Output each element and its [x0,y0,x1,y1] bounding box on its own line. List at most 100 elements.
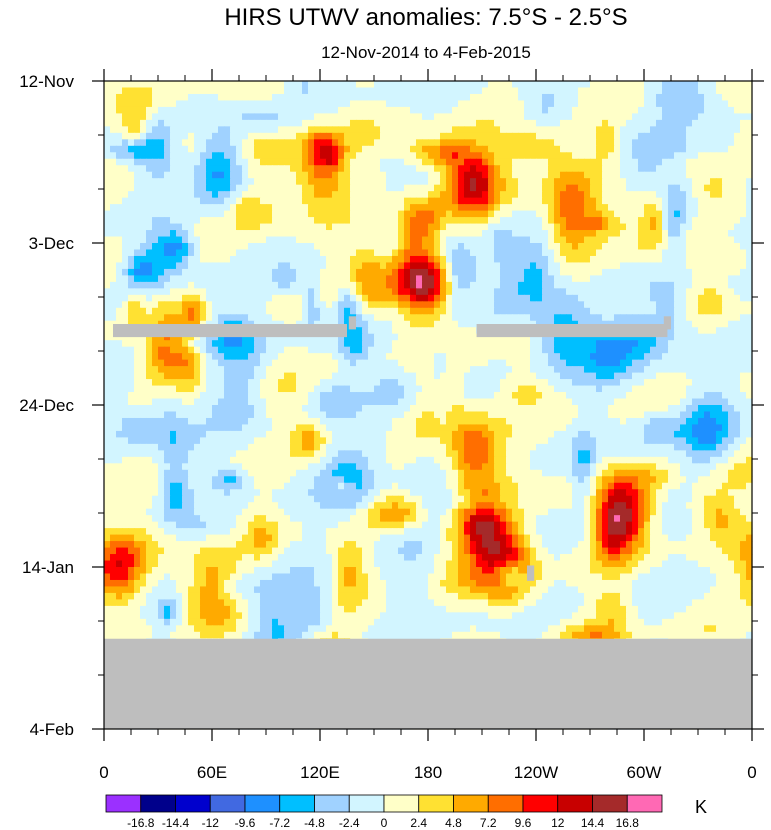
heatmap-cell [584,281,591,289]
heatmap-cell [530,288,537,296]
heatmap-cell [482,191,489,199]
heatmap-cell [446,262,453,270]
heatmap-cell [698,275,705,283]
heatmap-cell [422,294,429,302]
heatmap-cell [608,353,615,361]
heatmap-cell [296,288,303,296]
heatmap-cell [332,217,339,225]
heatmap-cell [158,353,165,361]
heatmap-cell [140,281,147,289]
heatmap-cell [326,346,333,354]
heatmap-cell [722,119,729,127]
heatmap-cell [374,152,381,160]
heatmap-cell [344,307,351,315]
heatmap-cell [122,230,129,238]
heatmap-cell [146,262,153,270]
heatmap-cell [452,152,459,160]
heatmap-cell [416,132,423,140]
heatmap-cell [164,178,171,186]
heatmap-cell [578,281,585,289]
heatmap-cell [692,275,699,283]
heatmap-cell [110,353,117,361]
heatmap-cell [674,288,681,296]
heatmap-cell [296,255,303,264]
heatmap-cell [626,294,633,302]
heatmap-cell [338,165,345,173]
heatmap-cell [614,359,621,367]
heatmap-cell [200,359,207,367]
heatmap-cell [554,152,561,160]
heatmap-cell [122,132,129,140]
heatmap-cell [602,100,609,108]
heatmap-cell [410,145,417,153]
heatmap-cell [224,210,231,218]
heatmap-cell [590,113,597,121]
heatmap-cell [344,145,351,153]
heatmap-cell [506,262,513,270]
heatmap-cell [290,307,297,315]
heatmap-cell [554,178,561,186]
heatmap-cell [380,178,387,186]
heatmap-cell [368,100,375,108]
heatmap-cell [656,243,663,251]
heatmap-cell [140,236,147,244]
heatmap-cell [674,230,681,238]
heatmap-cell [674,158,681,166]
heatmap-cell [398,372,405,380]
heatmap-cell [464,204,471,212]
heatmap-cell [140,191,147,199]
heatmap-cell [440,255,447,264]
heatmap-cell [158,288,165,296]
heatmap-cell [584,307,591,315]
heatmap-cell [338,100,345,108]
heatmap-cell [446,217,453,225]
heatmap-cell [458,93,465,102]
heatmap-cell [146,93,153,102]
heatmap-cell [608,152,615,160]
heatmap-cell [434,294,441,302]
heatmap-cell [116,184,123,192]
heatmap-cell [572,93,579,102]
heatmap-cell [728,372,735,380]
heatmap-cell [332,255,339,264]
heatmap-cell [458,145,465,153]
heatmap-cell [662,139,669,147]
heatmap-cell [662,301,669,309]
heatmap-cell [686,113,693,121]
heatmap-cell [638,340,645,348]
heatmap-cell [716,139,723,147]
heatmap-cell [212,171,219,179]
heatmap-cell [710,340,717,348]
heatmap-cell [350,340,357,348]
heatmap-cell [110,165,117,173]
heatmap-cell [392,346,399,354]
heatmap-cell [158,262,165,270]
heatmap-cell [716,132,723,140]
heatmap-cell [278,230,285,238]
heatmap-cell [626,165,633,173]
heatmap-cell [410,139,417,147]
heatmap-cell [710,314,717,322]
heatmap-cell [500,132,507,140]
heatmap-cell [104,158,111,166]
heatmap-cell [494,171,501,179]
heatmap-cell [560,100,567,108]
heatmap-cell [464,346,471,354]
heatmap-cell [704,366,711,374]
heatmap-cell [638,255,645,264]
heatmap-cell [554,113,561,121]
heatmap-cell [272,145,279,153]
heatmap-cell [578,106,585,114]
heatmap-cell [740,366,747,374]
heatmap-cell [572,165,579,173]
heatmap-cell [200,126,207,134]
heatmap-cell [518,197,525,205]
heatmap-cell [440,217,447,225]
heatmap-cell [386,346,393,354]
heatmap-cell [152,197,159,205]
heatmap-cell [260,93,267,102]
heatmap-cell [242,81,249,89]
heatmap-cell [710,106,717,114]
heatmap-cell [734,340,741,348]
heatmap-cell [284,87,291,95]
